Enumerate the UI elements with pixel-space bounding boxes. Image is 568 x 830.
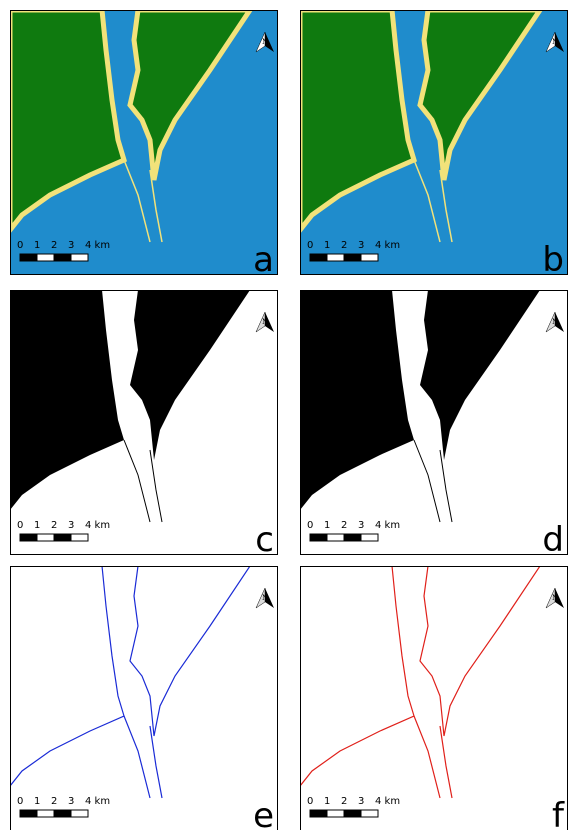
- scale-segment: [54, 254, 71, 261]
- scale-tick-label: 2: [341, 240, 347, 251]
- scale-tick-label: 1: [34, 520, 40, 531]
- north-label: N: [552, 318, 558, 326]
- scale-segment: [310, 810, 327, 817]
- panel-letter: f: [552, 796, 565, 830]
- scale-tick-label: 2: [341, 520, 347, 531]
- scale-segment: [327, 534, 344, 541]
- figure: N01234 kmaN01234 kmbN01234 kmcN01234 kmd…: [0, 0, 568, 830]
- scale-tick-label: 3: [358, 796, 364, 807]
- scale-tick-label: 4 km: [375, 240, 400, 251]
- scale-tick-label: 1: [324, 796, 330, 807]
- north-label: N: [262, 318, 268, 326]
- north-label: N: [552, 38, 558, 46]
- scale-segment: [37, 810, 54, 817]
- scale-segment: [54, 810, 71, 817]
- scale-segment: [310, 534, 327, 541]
- scale-tick-label: 3: [68, 796, 74, 807]
- scale-tick-label: 4 km: [85, 520, 110, 531]
- scale-segment: [20, 534, 37, 541]
- panel-letter: e: [253, 796, 274, 830]
- scale-tick-label: 0: [17, 796, 23, 807]
- scale-tick-label: 3: [68, 520, 74, 531]
- scale-segment: [71, 810, 88, 817]
- map-content: [10, 566, 278, 830]
- scale-tick-label: 3: [68, 240, 74, 251]
- scale-tick-label: 4 km: [85, 796, 110, 807]
- scale-tick-label: 1: [34, 796, 40, 807]
- scale-tick-label: 4 km: [375, 520, 400, 531]
- scale-tick-label: 4 km: [375, 796, 400, 807]
- panel-letter: d: [542, 520, 564, 560]
- scale-tick-label: 1: [324, 520, 330, 531]
- map-content: [10, 290, 278, 555]
- scale-segment: [71, 254, 88, 261]
- scale-segment: [20, 254, 37, 261]
- map-content: [300, 10, 568, 275]
- scale-segment: [327, 254, 344, 261]
- scale-tick-label: 0: [17, 240, 23, 251]
- scale-segment: [361, 534, 378, 541]
- scale-segment: [310, 254, 327, 261]
- map-content: [300, 566, 568, 830]
- scale-segment: [71, 534, 88, 541]
- scale-tick-label: 0: [17, 520, 23, 531]
- scale-segment: [361, 254, 378, 261]
- scale-tick-label: 1: [324, 240, 330, 251]
- north-label: N: [552, 594, 558, 602]
- scale-tick-label: 2: [341, 796, 347, 807]
- scale-tick-label: 3: [358, 240, 364, 251]
- scale-tick-label: 3: [358, 520, 364, 531]
- scale-tick-label: 1: [34, 240, 40, 251]
- scale-segment: [344, 534, 361, 541]
- north-label: N: [262, 594, 268, 602]
- scale-segment: [37, 534, 54, 541]
- map-content: [300, 290, 568, 555]
- scale-segment: [54, 534, 71, 541]
- panel-letter: c: [255, 520, 274, 560]
- scale-segment: [361, 810, 378, 817]
- panel-letter: b: [542, 240, 564, 280]
- scale-tick-label: 0: [307, 796, 313, 807]
- scale-segment: [37, 254, 54, 261]
- background: [300, 566, 568, 830]
- scale-segment: [327, 810, 344, 817]
- north-label: N: [262, 38, 268, 46]
- panel-letter: a: [253, 240, 274, 280]
- scale-tick-label: 0: [307, 240, 313, 251]
- scale-tick-label: 0: [307, 520, 313, 531]
- scale-segment: [344, 810, 361, 817]
- scale-tick-label: 2: [51, 520, 57, 531]
- background: [10, 566, 278, 830]
- scale-tick-label: 4 km: [85, 240, 110, 251]
- scale-segment: [20, 810, 37, 817]
- scale-tick-label: 2: [51, 240, 57, 251]
- map-content: [10, 10, 278, 275]
- scale-segment: [344, 254, 361, 261]
- scale-tick-label: 2: [51, 796, 57, 807]
